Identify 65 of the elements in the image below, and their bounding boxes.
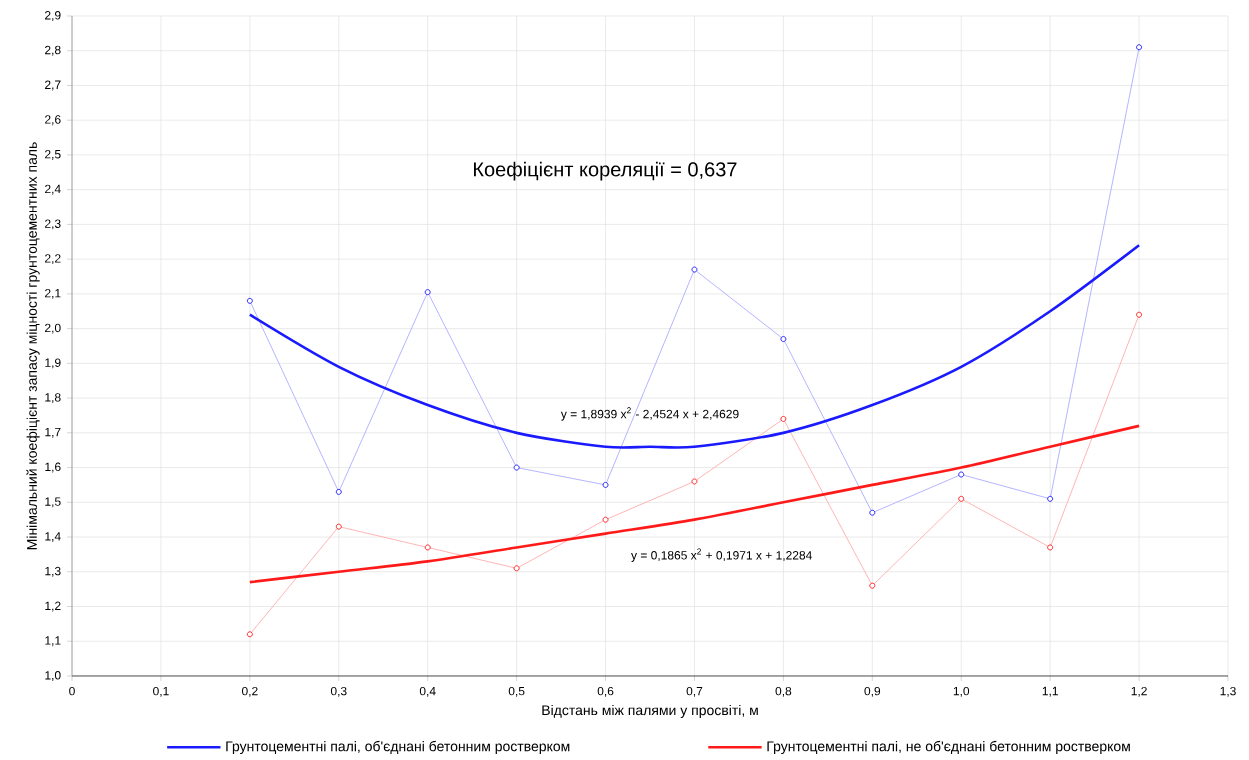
point [335, 523, 342, 530]
y-axis-title: Мінімальний коефіцієнт запасу міцності грунтоцементних паль [26, 142, 40, 550]
x-tick-label: 0,4 [419, 686, 436, 697]
point [691, 478, 698, 485]
x-tick-label: 0 [69, 686, 75, 696]
x-tick-label: 0,1 [153, 686, 169, 697]
y-tick-label: 2,9 [45, 10, 61, 21]
y-tick-label: 1,4 [45, 531, 61, 542]
y-tick-label: 2,0 [45, 323, 61, 334]
point [1047, 544, 1054, 551]
y-tick-label: 2,1 [45, 288, 61, 299]
point [780, 415, 787, 422]
x-tick-label: 0,5 [508, 686, 525, 697]
annotation: Коефіцієнт кореляції = 0,637 [474, 161, 737, 181]
y-tick-label: 1,2 [45, 601, 61, 612]
y-tick-label: 1,1 [45, 636, 61, 646]
y-tick-label: 1,8 [45, 392, 61, 403]
x-tick-label: 0,8 [775, 686, 792, 697]
x-tick-label: 0,6 [597, 686, 614, 697]
point [869, 509, 876, 516]
x-tick-label: 0,2 [241, 686, 258, 697]
x-tick-label: 0,9 [864, 686, 881, 697]
y-tick-label: 2,8 [45, 45, 61, 56]
point [335, 488, 342, 495]
point [424, 544, 431, 551]
x-tick-label: 1,3 [1220, 686, 1236, 697]
point [602, 516, 609, 523]
y-tick-label: 2,2 [45, 254, 61, 264]
y-tick-label: 1,7 [45, 427, 61, 438]
line-series [248, 424, 1141, 584]
point [1047, 495, 1054, 502]
x-tick-label: 0,7 [686, 686, 703, 697]
point [246, 631, 253, 638]
y-tick-label: 1,0 [45, 670, 61, 681]
point [691, 266, 698, 273]
x-tick-label: 1,1 [1042, 686, 1058, 697]
legend-label: Грунтоцементні палі, об'єднані бетонним ростверком [226, 740, 570, 754]
y-tick-label: 2,7 [45, 80, 61, 91]
point [513, 565, 520, 572]
point [958, 471, 965, 478]
y-tick-label: 1,3 [45, 566, 61, 577]
x-tick-label: 1,0 [953, 686, 970, 697]
y-tick-label: 1,9 [45, 358, 61, 369]
y-tick-label: 2,6 [45, 115, 61, 125]
annotation: y = 1,8939 x$^{2}$ - 2,4524 x + 2,4629 [560, 407, 739, 421]
point [780, 335, 787, 342]
x-tick-label: 0,3 [330, 686, 347, 697]
point [869, 582, 876, 589]
point [424, 289, 431, 295]
y-tick-label: 2,4 [45, 184, 61, 195]
legend-label: Грунтоцементні палі, не об'єднані бетонним ростверком [767, 740, 1130, 754]
line-series [248, 243, 1141, 449]
point [602, 481, 609, 488]
x-tick-label: 1,2 [1131, 686, 1147, 697]
point [246, 297, 253, 304]
y-tick-label: 1,5 [45, 497, 61, 508]
y-tick-label: 2,3 [45, 219, 61, 230]
point [958, 495, 965, 502]
y-tick-label: 2,5 [45, 149, 61, 160]
point [1136, 44, 1142, 51]
y-tick-label: 1,6 [45, 462, 61, 473]
point [513, 464, 520, 471]
point [1136, 311, 1142, 318]
x-axis-title: Відстань між палями у просвіті, м [542, 704, 758, 718]
annotation: y = 0,1865 x$^{2}$ + 0,1971 x + 1,2284 [631, 548, 812, 562]
